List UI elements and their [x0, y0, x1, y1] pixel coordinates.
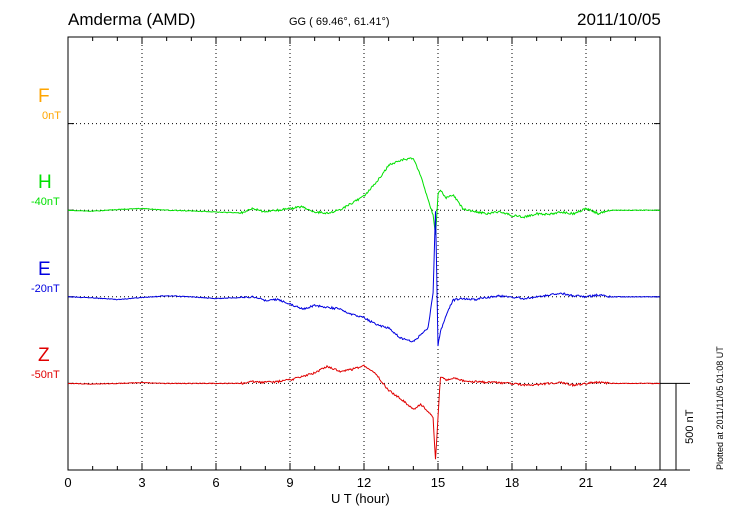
scale-bar-label: 500 nT	[684, 409, 696, 444]
component-label-h: H	[38, 172, 52, 194]
series-line-h	[67, 157, 661, 235]
station-coordinates: GG ( 69.46°, 61.41°)	[289, 16, 390, 28]
component-baseline-f: 0nT	[42, 109, 61, 122]
series-line-e	[67, 211, 661, 347]
x-tick-label: 18	[505, 475, 519, 490]
x-tick-label: 21	[579, 475, 593, 490]
x-axis-label: U T (hour)	[331, 491, 390, 506]
component-baseline-z: -50nT	[31, 369, 60, 382]
x-tick-label: 9	[286, 475, 293, 490]
x-tick-label: 12	[357, 475, 371, 490]
component-label-f: F	[38, 85, 50, 107]
x-tick-label: 15	[431, 475, 445, 490]
x-tick-label: 6	[212, 475, 219, 490]
x-tick-label: 3	[138, 475, 145, 490]
plot-timestamp-note: Plotted at 2011/11/05 01:08 UT	[715, 346, 725, 470]
x-tick-label: 0	[64, 475, 71, 490]
component-label-e: E	[38, 258, 51, 280]
x-tick-label: 24	[653, 475, 667, 490]
component-baseline-e: -20nT	[31, 282, 60, 295]
station-title: Amderma (AMD)	[68, 10, 196, 29]
component-baseline-h: -40nT	[31, 196, 60, 209]
plot-date: 2011/10/05	[577, 10, 661, 29]
component-label-z: Z	[38, 345, 50, 367]
series-line-z	[67, 364, 661, 460]
